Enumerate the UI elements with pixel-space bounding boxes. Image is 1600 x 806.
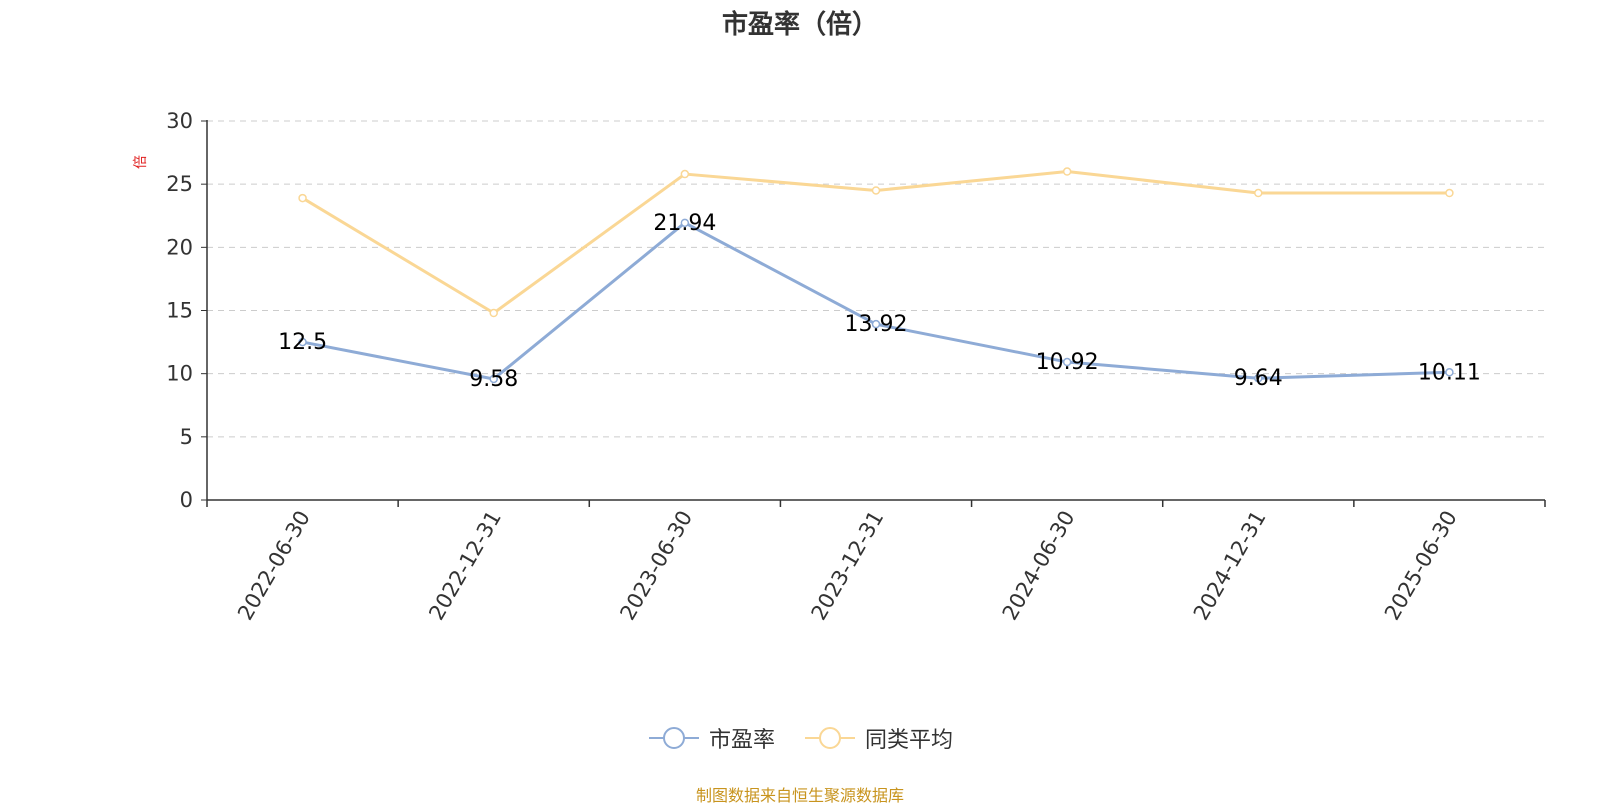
x-tick-label: 2023-06-30: [615, 507, 697, 625]
legend-line-circle-icon: [648, 727, 699, 749]
y-tick-label: 30: [166, 109, 193, 133]
x-tick-label: 2024-12-31: [1189, 507, 1271, 625]
legend-item-peer-average[interactable]: 同类平均: [803, 722, 953, 754]
data-point: [1062, 357, 1072, 367]
data-label: 9.64: [1234, 366, 1283, 391]
y-tick-label: 5: [180, 425, 193, 449]
x-tick-label: 2022-12-31: [424, 507, 506, 625]
x-tick-label: 2024-06-30: [998, 507, 1080, 625]
y-tick-label: 15: [166, 299, 193, 323]
data-point: [1254, 188, 1263, 198]
data-point: [871, 186, 881, 195]
data-point: [1445, 188, 1454, 198]
data-label: 9.58: [469, 367, 518, 392]
axes: 0 5 10 15 20 25 30 2022-06-30 2022-12-31 2023-06-…: [166, 109, 1546, 625]
x-tick-label: 2023-12-31: [807, 507, 889, 625]
x-tick-label: 2025-06-30: [1380, 507, 1462, 625]
y-tick-label: 20: [166, 235, 193, 259]
legend-label-pe: 市盈率: [708, 728, 775, 753]
data-point: [489, 308, 498, 318]
chart-title: 市盈率（倍）: [721, 10, 878, 40]
legend-item-pe[interactable]: 市盈率: [647, 722, 775, 754]
legend-line-circle-icon: [805, 727, 855, 749]
data-label: 13.92: [845, 312, 908, 337]
y-tick-label: 25: [166, 172, 193, 196]
data-point: [1062, 167, 1072, 176]
source-footer: 制图数据来自恒生聚源数据库: [695, 786, 904, 805]
data-label: 10.92: [1036, 350, 1099, 375]
data-point: [298, 193, 307, 203]
data-labels: 12.5 9.58 21.94 13.92 10.92 9.64 10.11: [278, 211, 1481, 392]
data-label: 12.5: [278, 330, 327, 355]
data-point: [680, 218, 690, 228]
data-point: [680, 169, 690, 179]
data-label: 10.11: [1418, 360, 1481, 385]
legend-label-peer-average: 同类平均: [865, 728, 954, 753]
x-tick-label: 2022-06-30: [233, 507, 315, 625]
data-point: [871, 319, 881, 329]
y-tick-label: 0: [180, 488, 193, 512]
y-axis-unit-label: 倍: [133, 155, 149, 169]
data-point: [1445, 368, 1454, 377]
legend: 市盈率 同类平均: [0, 722, 1600, 754]
y-tick-label: 10: [166, 362, 193, 386]
grid-lines: [207, 120, 1545, 438]
series: [298, 167, 1454, 384]
data-point: [1254, 373, 1263, 383]
data-point: [489, 374, 498, 384]
data-point: [298, 337, 307, 347]
data-label: 21.94: [653, 211, 716, 236]
